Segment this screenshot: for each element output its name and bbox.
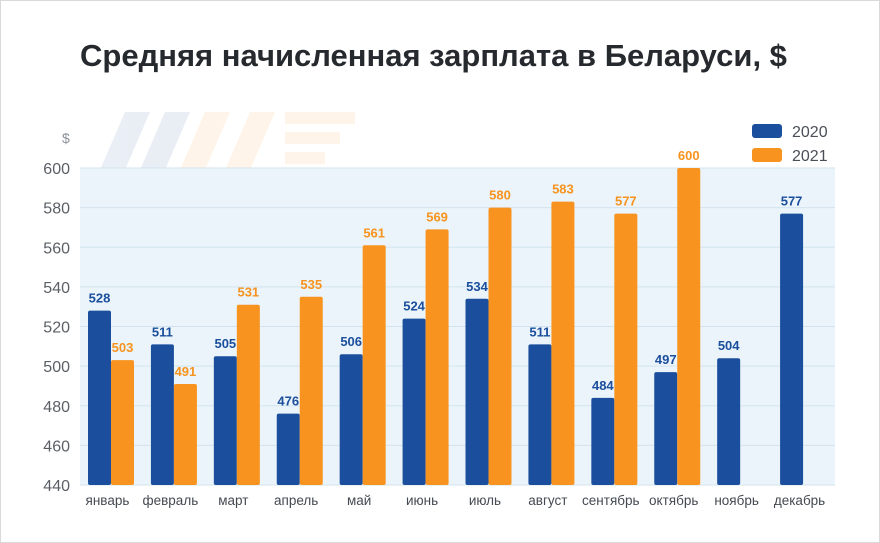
bar-2021-июнь bbox=[425, 229, 449, 485]
bar-2020-июль bbox=[465, 298, 489, 485]
x-tick-label: декабрь bbox=[774, 493, 825, 508]
data-label-2021-июль: 580 bbox=[489, 188, 511, 203]
bar-2020-июнь bbox=[402, 318, 426, 485]
bar-2021-сентябрь bbox=[614, 213, 638, 485]
y-tick-label: 560 bbox=[43, 240, 70, 257]
x-tick-label: сентябрь bbox=[582, 493, 639, 508]
x-tick-label: апрель bbox=[274, 493, 318, 508]
data-label-2020-ноябрь: 504 bbox=[718, 338, 740, 353]
bar-2020-март bbox=[213, 356, 237, 485]
bar-2020-октябрь bbox=[654, 372, 678, 485]
data-labels: 528 503 511 491 505 531 476 535 506 561 524 569 534 5… bbox=[89, 148, 803, 409]
x-tick-label: март bbox=[218, 493, 248, 508]
legend-label-2020: 2020 bbox=[792, 124, 828, 141]
watermark-logo bbox=[100, 112, 355, 170]
bar-2020-февраль bbox=[150, 344, 174, 485]
legend-label-2021: 2021 bbox=[792, 148, 828, 165]
bars bbox=[88, 168, 804, 485]
y-tick-label: 480 bbox=[43, 399, 70, 416]
y-axis-unit: $ bbox=[62, 130, 70, 146]
data-label-2021-январь: 503 bbox=[112, 340, 134, 355]
data-label-2020-август: 511 bbox=[529, 324, 550, 339]
data-label-2021-сентябрь: 577 bbox=[615, 194, 637, 209]
data-label-2021-октябрь: 600 bbox=[678, 148, 700, 163]
y-axis: 440 460 480 500 520 540 560 580 600 bbox=[43, 161, 70, 495]
data-label-2021-апрель: 535 bbox=[300, 277, 322, 292]
data-label-2021-август: 583 bbox=[552, 182, 574, 197]
y-tick-label: 600 bbox=[43, 161, 70, 178]
chart-title: Средняя начисленная зарплата в Беларуси,… bbox=[80, 38, 787, 73]
bar-2021-май bbox=[362, 245, 386, 485]
bar-2021-апрель bbox=[299, 296, 323, 485]
x-tick-label: июнь bbox=[406, 493, 438, 508]
bar-2021-август bbox=[551, 201, 575, 485]
legend-swatch-2021 bbox=[752, 148, 782, 162]
data-label-2020-июль: 534 bbox=[466, 279, 488, 294]
y-tick-label: 460 bbox=[43, 438, 70, 455]
bar-2021-октябрь bbox=[677, 168, 701, 485]
x-axis: январь февраль март апрель май июнь июль август… bbox=[86, 493, 826, 508]
y-tick-label: 440 bbox=[43, 478, 70, 495]
data-label-2020-сентябрь: 484 bbox=[592, 378, 614, 393]
x-tick-label: май bbox=[347, 493, 371, 508]
bar-2021-январь bbox=[111, 360, 134, 485]
bar-2020-август bbox=[528, 344, 552, 485]
x-tick-label: ноябрь bbox=[714, 493, 759, 508]
y-tick-label: 580 bbox=[43, 201, 70, 218]
bar-2021-июль bbox=[488, 207, 512, 485]
y-tick-label: 500 bbox=[43, 359, 70, 376]
bar-2020-январь bbox=[88, 310, 111, 485]
data-label-2020-декабрь: 577 bbox=[781, 194, 803, 209]
x-tick-label: июль bbox=[469, 493, 501, 508]
bar-2020-май bbox=[339, 354, 363, 485]
y-tick-label: 540 bbox=[43, 280, 70, 297]
x-tick-label: февраль bbox=[143, 493, 199, 508]
data-label-2020-январь: 528 bbox=[89, 291, 111, 306]
data-label-2020-февраль: 511 bbox=[152, 324, 173, 339]
data-label-2020-март: 505 bbox=[214, 336, 236, 351]
bar-2020-сентябрь bbox=[591, 397, 615, 485]
bar-2020-апрель bbox=[276, 413, 300, 485]
legend-swatch-2020 bbox=[752, 124, 782, 138]
data-label-2021-май: 561 bbox=[363, 225, 385, 240]
legend: 2020 2021 bbox=[752, 124, 828, 165]
data-label-2020-октябрь: 497 bbox=[655, 352, 677, 367]
data-label-2020-май: 506 bbox=[340, 334, 362, 349]
x-tick-label: октябрь bbox=[649, 493, 698, 508]
data-label-2020-июнь: 524 bbox=[403, 299, 425, 314]
data-label-2020-апрель: 476 bbox=[277, 394, 299, 409]
data-label-2021-март: 531 bbox=[237, 285, 259, 300]
gridlines bbox=[80, 167, 835, 486]
y-tick-label: 520 bbox=[43, 320, 70, 337]
x-tick-label: январь bbox=[86, 493, 130, 508]
bar-2021-февраль bbox=[173, 383, 197, 485]
bar-2020-декабрь bbox=[780, 213, 804, 485]
x-tick-label: август bbox=[528, 493, 567, 508]
data-label-2021-февраль: 491 bbox=[175, 364, 197, 379]
data-label-2021-июнь: 569 bbox=[426, 209, 448, 224]
bar-2020-ноябрь bbox=[717, 358, 741, 485]
bar-2021-март bbox=[236, 304, 260, 485]
